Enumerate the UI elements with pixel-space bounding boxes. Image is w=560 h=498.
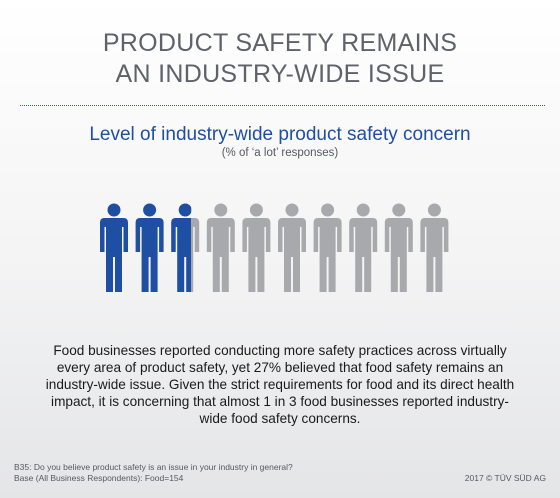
person-icon-5 bbox=[242, 203, 271, 292]
source-note: B35: Do you believe product safety is an… bbox=[14, 462, 293, 484]
person-icon-3 bbox=[171, 203, 200, 292]
person-icon-2 bbox=[135, 203, 164, 292]
person-icon-8 bbox=[349, 203, 378, 292]
body-paragraph: Food businesses reported conducting more… bbox=[45, 343, 515, 426]
chart-subtitle: (% of ‘a lot’ responses) bbox=[221, 147, 339, 159]
copyright: 2017 © TÜV SÜD AG bbox=[464, 473, 546, 483]
source-base: Base (All Business Respondents): Food=15… bbox=[14, 473, 184, 483]
chart-title: Level of industry-wide product safety co… bbox=[89, 124, 471, 145]
person-icon-7 bbox=[313, 203, 342, 292]
dotted-divider bbox=[20, 105, 545, 106]
page-title-line-1: PRODUCT SAFETY REMAINS bbox=[102, 29, 458, 57]
person-icon-4 bbox=[206, 203, 235, 292]
person-icon-6 bbox=[278, 203, 306, 292]
person-icon-1 bbox=[100, 203, 128, 292]
source-question: B35: Do you believe product safety is an… bbox=[14, 462, 293, 472]
person-icon-9 bbox=[384, 203, 413, 292]
page-title: PRODUCT SAFETY REMAINS AN INDUSTRY-WIDE … bbox=[0, 28, 560, 90]
person-icon-10 bbox=[420, 203, 449, 292]
page-title-line-2: AN INDUSTRY-WIDE ISSUE bbox=[115, 60, 445, 88]
person-pictogram bbox=[100, 203, 449, 292]
